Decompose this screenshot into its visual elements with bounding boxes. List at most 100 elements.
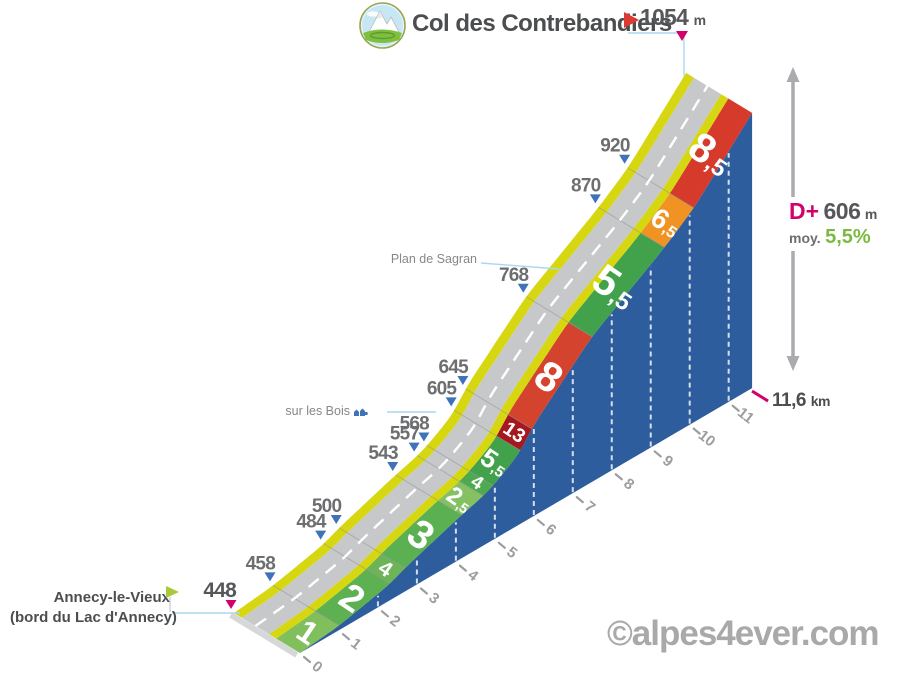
waypoint-sur-les-bois: sur les Bois: [250, 404, 368, 420]
climb-stats: D+ 606 m moy. 5,5%: [786, 197, 881, 251]
km-tick: [692, 427, 701, 435]
elevation-label: 645: [439, 357, 470, 378]
summit-flag-icon: [624, 12, 639, 28]
elevation-label: 768: [499, 265, 529, 286]
gradient-band-segment: [568, 232, 665, 337]
segment-boundary: [338, 527, 406, 569]
elevation-label: 484: [296, 512, 327, 533]
road-center-line: [254, 85, 709, 627]
segment-boundary: [426, 445, 494, 486]
elevation-label: 543: [368, 443, 398, 464]
start-location: Annecy-le-Vieux (bord du Lac d'Annecy): [10, 588, 177, 628]
road-surface: [241, 77, 721, 635]
elevation-label: 605: [427, 378, 458, 399]
km-label: 0: [308, 658, 325, 675]
segment-boundary: [323, 543, 390, 585]
road-start-cap: [229, 612, 299, 658]
distance-tick: [751, 389, 769, 403]
segment-boundary: [598, 206, 665, 248]
km-label: 7: [581, 498, 598, 517]
elevation-marker-triangle: [408, 442, 420, 452]
km-tick: [497, 541, 506, 549]
total-distance: 11,6 km: [772, 390, 830, 412]
elevation-label: 458: [246, 553, 276, 574]
gradient-band-segment: [276, 611, 339, 653]
waypoint-plan-de-sagran: Plan de Sagran: [357, 252, 477, 266]
gain-arrow-head-top: [786, 67, 800, 82]
start-flag-icon: [166, 586, 179, 598]
elevation-marker-triangle: [589, 194, 601, 204]
elevation-label: 500: [312, 496, 342, 517]
km-tick: [341, 633, 351, 641]
elevation-label: 557: [390, 424, 420, 445]
mountain-badge-icon: [359, 2, 406, 54]
elevation-marker-triangle: [225, 600, 237, 609]
watermark: ©alpes4ever.com: [607, 614, 880, 653]
elevation-marker-triangle: [330, 514, 342, 524]
elevation-marker-triangle: [619, 154, 631, 164]
segment-boundary: [465, 388, 533, 430]
elevation-label: 448: [203, 579, 237, 602]
gradient-band-segment: [640, 193, 694, 248]
summit-elevation: 1054 m: [640, 4, 706, 31]
km-label: 3: [425, 589, 442, 608]
km-label: 8: [620, 475, 637, 494]
waypoint-label: Plan de Sagran: [390, 252, 477, 266]
gradient-band-segment: [508, 322, 593, 429]
elevation-marker-triangle: [387, 461, 399, 471]
elevation-label: 870: [571, 175, 601, 196]
elevation-label: 568: [400, 413, 430, 434]
gradient-band-segment: [669, 98, 753, 208]
km-tick: [614, 473, 623, 481]
dplus-label: D+: [789, 198, 820, 224]
km-label: 11: [734, 404, 757, 427]
km-label: 5: [503, 544, 520, 563]
km-tick: [380, 610, 390, 618]
dplus-value: 606: [823, 198, 861, 224]
segment-boundary: [395, 474, 462, 516]
km-label: 6: [542, 521, 559, 540]
elevation-wall: [300, 112, 753, 653]
summit-elevation-unit: m: [693, 12, 707, 28]
km-tick: [575, 496, 584, 504]
total-distance-unit: km: [810, 393, 831, 409]
avg-gradient-label: moy.: [789, 230, 821, 246]
village-icon: [353, 405, 368, 420]
segment-boundary: [526, 296, 593, 338]
segment-boundary: [453, 409, 521, 451]
avg-gradient-value: 5,5%: [825, 226, 871, 248]
elevation-marker-triangle: [517, 283, 529, 293]
elevation-marker-triangle: [315, 530, 327, 540]
km-tick: [653, 450, 662, 458]
elevation-marker-triangle: [418, 432, 430, 442]
gradient-band-segment: [381, 500, 462, 568]
summit-elevation-value: 1054: [640, 4, 689, 30]
sagran-connector-line: [480, 262, 560, 270]
gradient-band-segment: [469, 435, 521, 486]
km-tick: [458, 564, 467, 572]
gradient-band-segment: [438, 481, 484, 515]
km-label: 1: [347, 635, 364, 654]
summit-marker-icon: [676, 31, 688, 41]
waypoint-label: sur les Bois: [285, 404, 350, 418]
gradient-band-segment: [459, 471, 493, 496]
segment-boundary: [272, 584, 340, 626]
dplus-unit: m: [864, 206, 878, 222]
segment-boundary: [416, 455, 484, 497]
km-tick: [536, 518, 545, 527]
gradient-band-segment: [496, 414, 532, 451]
segment-boundary: [627, 167, 694, 209]
gain-arrow-head-bottom: [786, 356, 800, 371]
km-label: 4: [464, 566, 482, 585]
start-name: Annecy-le-Vieux: [53, 589, 170, 606]
total-distance-value: 11,6: [772, 390, 806, 411]
elevation-marker-triangle: [264, 572, 276, 582]
start-subtitle: (bord du Lac d'Annecy): [10, 609, 177, 626]
km-tick: [731, 404, 740, 412]
km-label: 9: [659, 452, 676, 471]
km-label: 10: [695, 427, 719, 451]
km-tick: [419, 587, 429, 595]
gradient-band-segment: [315, 569, 390, 626]
